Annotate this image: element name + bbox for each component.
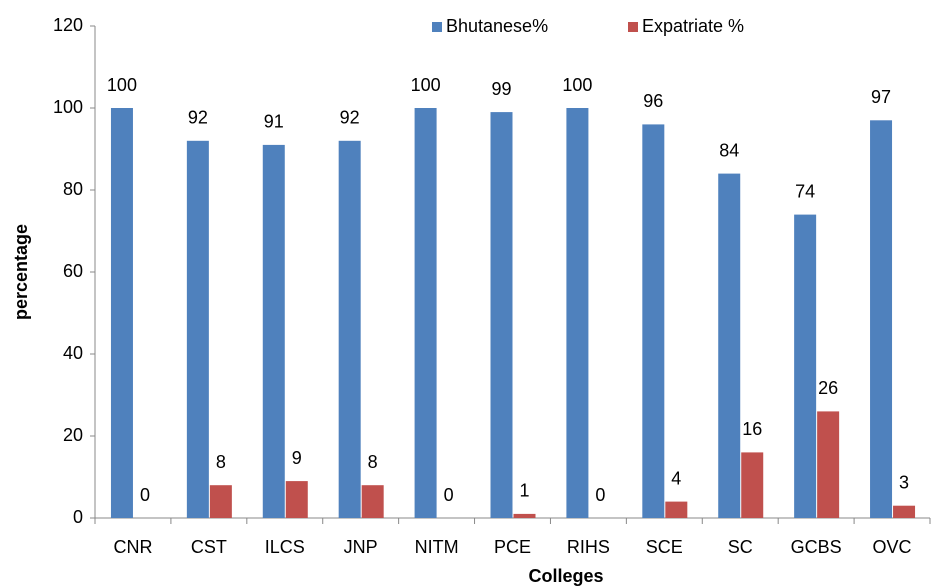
data-label: 100 [562,75,592,95]
data-label: 3 [899,472,909,492]
y-axis-label: percentage [11,224,31,320]
bar [642,124,665,519]
data-label: 91 [264,112,284,132]
data-label: 100 [107,75,137,95]
bar [817,411,840,518]
data-label: 26 [818,378,838,398]
bar [110,108,133,518]
bar [566,108,589,518]
data-label: 8 [368,452,378,472]
y-tick-label: 120 [53,15,83,35]
y-tick-label: 80 [63,179,83,199]
x-tick-label: SC [728,537,753,557]
x-tick-label: RIHS [567,537,610,557]
legend-swatch [628,22,638,32]
bar [870,120,893,519]
data-label: 97 [871,87,891,107]
data-label: 0 [140,485,150,505]
data-label: 100 [411,75,441,95]
x-axis-label: Colleges [528,566,603,586]
y-tick-label: 40 [63,343,83,363]
x-tick-label: ILCS [265,537,305,557]
x-tick-label: PCE [494,537,531,557]
x-tick-label: SCE [646,537,683,557]
bar [186,140,209,519]
data-label: 74 [795,181,815,201]
x-tick-label: CST [191,537,227,557]
y-tick-label: 100 [53,97,83,117]
bar [361,485,384,518]
x-tick-label: JNP [344,537,378,557]
legend-swatch [432,22,442,32]
bar [414,108,437,518]
bar [262,144,285,518]
bar [794,214,817,518]
data-label: 1 [519,481,529,501]
data-label: 0 [444,485,454,505]
x-tick-label: CNR [113,537,152,557]
bar [338,140,361,519]
y-tick-label: 0 [73,507,83,527]
x-tick-label: OVC [873,537,912,557]
data-label: 92 [340,108,360,128]
y-tick-label: 20 [63,425,83,445]
data-label: 92 [188,108,208,128]
bar [490,112,513,518]
data-label: 84 [719,140,739,160]
data-label: 96 [643,91,663,111]
bar [741,452,764,518]
bar [718,173,741,518]
data-label: 8 [216,452,226,472]
bar [665,501,688,518]
data-label: 16 [742,419,762,439]
bar [513,513,536,518]
data-label: 0 [595,485,605,505]
data-label: 99 [491,79,511,99]
x-tick-label: GCBS [791,537,842,557]
data-label: 4 [671,468,681,488]
bar [893,505,916,518]
bar [285,481,308,518]
legend-label: Expatriate % [642,16,744,36]
bar [209,485,232,518]
y-tick-label: 60 [63,261,83,281]
legend-label: Bhutanese% [446,16,548,36]
x-tick-label: NITM [415,537,459,557]
data-label: 9 [292,448,302,468]
